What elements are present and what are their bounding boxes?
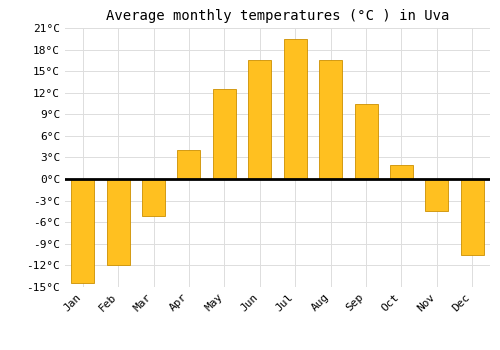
Bar [319, 60, 342, 179]
Bar [461, 179, 484, 254]
Title: Average monthly temperatures (°C ) in Uva: Average monthly temperatures (°C ) in Uv… [106, 9, 449, 23]
Bar [142, 179, 165, 217]
Bar [390, 165, 413, 179]
Bar [178, 150, 201, 179]
Bar [354, 104, 378, 179]
Bar [213, 89, 236, 179]
Bar [106, 179, 130, 265]
Bar [426, 179, 448, 211]
Bar [284, 39, 306, 179]
Bar [71, 179, 94, 284]
Bar [248, 60, 272, 179]
